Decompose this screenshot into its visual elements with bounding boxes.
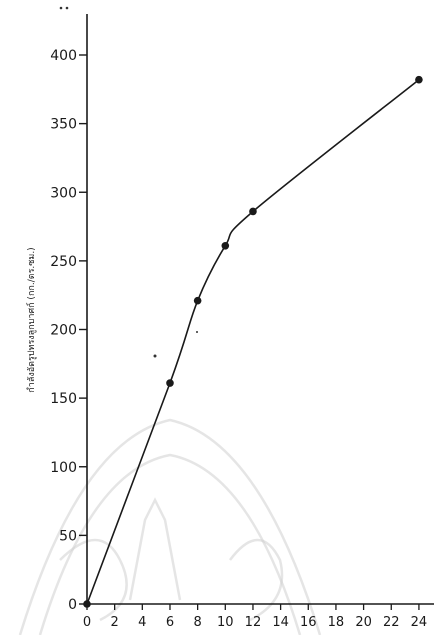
y-tick-label: 150 (50, 391, 77, 407)
data-point (83, 600, 91, 608)
speck (153, 354, 157, 358)
axes (86, 14, 434, 605)
y-tick-label: 50 (59, 528, 77, 544)
x-tick-label: 16 (300, 615, 317, 630)
speck (59, 6, 63, 10)
y-tick-label: 250 (50, 254, 77, 270)
data-point (166, 379, 174, 387)
y-tick-label: 350 (50, 117, 77, 133)
x-tick-label: 24 (411, 615, 428, 630)
data-point (415, 75, 423, 84)
series-layer (83, 75, 423, 608)
x-tick-label: 10 (217, 615, 234, 630)
y-axis-title: กำลังอัดรูปทรงลูกบาศก์ (กก./ตร.ซม.) (25, 247, 37, 392)
data-point (193, 296, 202, 305)
x-tick-label: 14 (272, 615, 289, 630)
series-line (86, 79, 420, 605)
x-tick-label: 4 (138, 615, 146, 630)
y-tick-label: 400 (50, 48, 77, 64)
x-tick-label: 6 (166, 615, 174, 630)
watermark-seal (18, 418, 322, 636)
y-tick-label: 100 (50, 460, 77, 476)
speck (65, 6, 69, 10)
speck (196, 331, 198, 333)
y-tick-label: 300 (50, 185, 77, 201)
x-tick-label: 20 (355, 615, 372, 630)
data-point (249, 207, 257, 216)
y-tick-label: 0 (68, 597, 77, 613)
x-tick-label: 12 (245, 615, 262, 630)
y-tick-label: 200 (50, 323, 77, 339)
x-tick-label: 0 (83, 615, 91, 630)
data-point (221, 241, 230, 250)
x-ticks: 0 2 4 6 8 10 12 14 16 18 20 22 24 (83, 604, 427, 630)
y-ticks: 0 50 100 150 200 250 300 350 400 (50, 48, 87, 613)
x-tick-label: 18 (328, 615, 345, 630)
x-tick-label: 2 (111, 615, 119, 630)
x-tick-label: 8 (193, 615, 201, 630)
x-tick-label: 22 (383, 615, 400, 630)
